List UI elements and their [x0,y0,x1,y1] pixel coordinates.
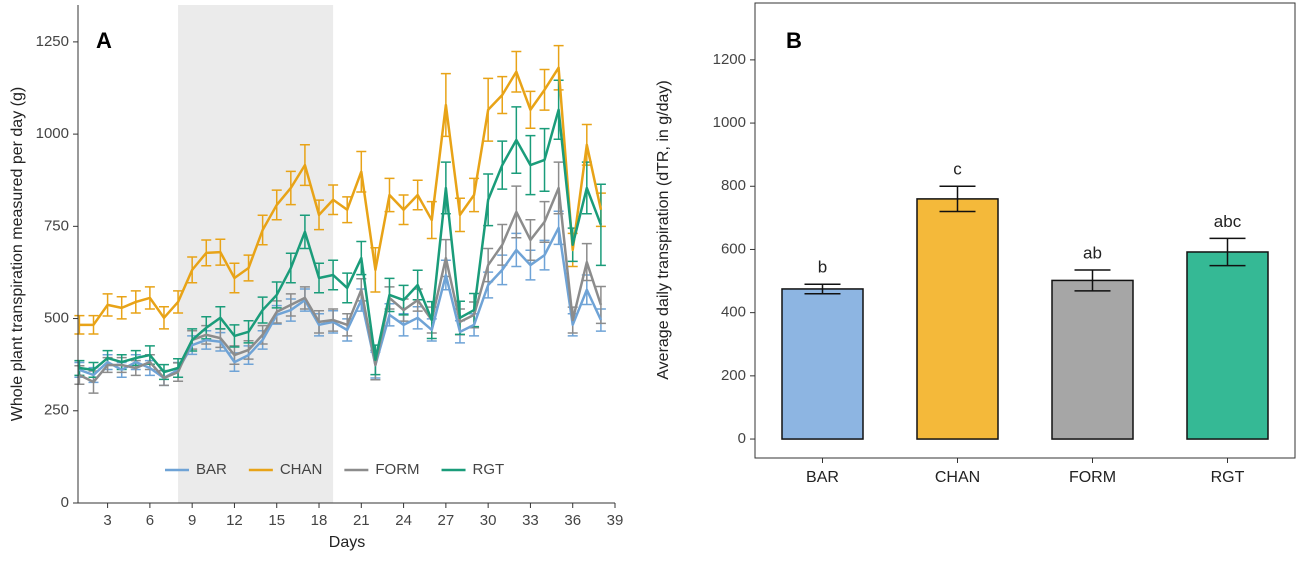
y-tick-label: 0 [61,494,69,511]
legend-label: RGT [473,461,505,478]
error-bar [939,185,976,213]
error-bar [1209,237,1246,267]
y-tick-label: 1000 [36,125,69,142]
y-tick-label: 200 [721,367,746,384]
y-tick-label: 1000 [713,114,746,131]
legend-label: BAR [196,461,227,478]
x-tick-label: 24 [395,512,412,529]
panel-label: A [96,28,112,53]
y-tick-label: 1250 [36,33,69,50]
x-tick-label: 6 [146,512,154,529]
bar [1186,251,1269,440]
x-tick-label: 3 [103,512,111,529]
error-bar [595,183,606,267]
series-line [78,226,603,380]
series-line [78,186,603,384]
shaded-period [178,5,334,503]
bar [781,288,864,440]
y-axis-title: Whole plant transpiration measured per d… [9,87,26,421]
x-tick-label: 30 [480,512,497,529]
x-tick-label: 27 [438,512,455,529]
y-tick-label: 400 [721,304,746,321]
series-line [79,66,603,327]
y-axis-title: Average daily transpiration (dTR, in g/d… [655,80,672,379]
x-tick-label: RGT [1211,469,1245,486]
bar [1051,279,1134,440]
x-tick-label: 36 [564,512,581,529]
series-line [79,108,603,374]
y-tick-label: 500 [44,310,69,327]
y-tick-label: 600 [721,240,746,257]
x-tick-label: 21 [353,512,370,529]
legend-label: CHAN [280,461,323,478]
plot-frame [754,2,1296,459]
x-axis-title: Days [329,534,365,551]
significance-label: ab [1083,243,1102,262]
significance-label: c [953,160,962,179]
x-tick-label: CHAN [935,469,980,486]
legend-label: FORM [375,461,419,478]
error-bar [74,314,85,335]
error-bar [1074,269,1111,292]
x-tick-label: BAR [806,469,839,486]
bar [916,198,999,440]
y-tick-label: 0 [738,430,746,447]
x-tick-label: 33 [522,512,539,529]
significance-label: abc [1214,212,1242,231]
x-tick-label: 12 [226,512,243,529]
x-tick-label: 15 [268,512,285,529]
x-tick-label: FORM [1069,469,1116,486]
y-tick-label: 800 [721,177,746,194]
x-tick-label: 18 [311,512,328,529]
x-tick-label: 9 [188,512,196,529]
y-tick-label: 750 [44,217,69,234]
y-tick-label: 1200 [713,51,746,68]
x-tick-label: 39 [607,512,624,529]
panel-label: B [786,28,802,53]
y-tick-label: 250 [44,402,69,419]
significance-label: b [818,258,827,277]
error-bar [804,283,841,295]
